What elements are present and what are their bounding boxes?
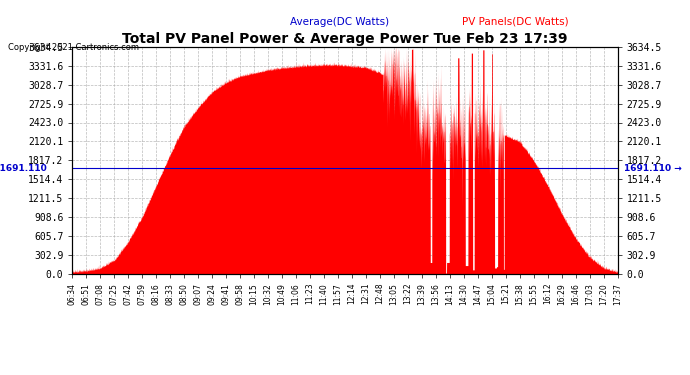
- Title: Total PV Panel Power & Average Power Tue Feb 23 17:39: Total PV Panel Power & Average Power Tue…: [122, 32, 568, 46]
- Text: Average(DC Watts): Average(DC Watts): [290, 17, 389, 27]
- Text: Copyright 2021 Cartronics.com: Copyright 2021 Cartronics.com: [8, 43, 139, 52]
- Text: PV Panels(DC Watts): PV Panels(DC Watts): [462, 17, 569, 27]
- Text: 1691.110 →: 1691.110 →: [624, 164, 682, 172]
- Text: ← 1691.110: ← 1691.110: [0, 164, 47, 172]
